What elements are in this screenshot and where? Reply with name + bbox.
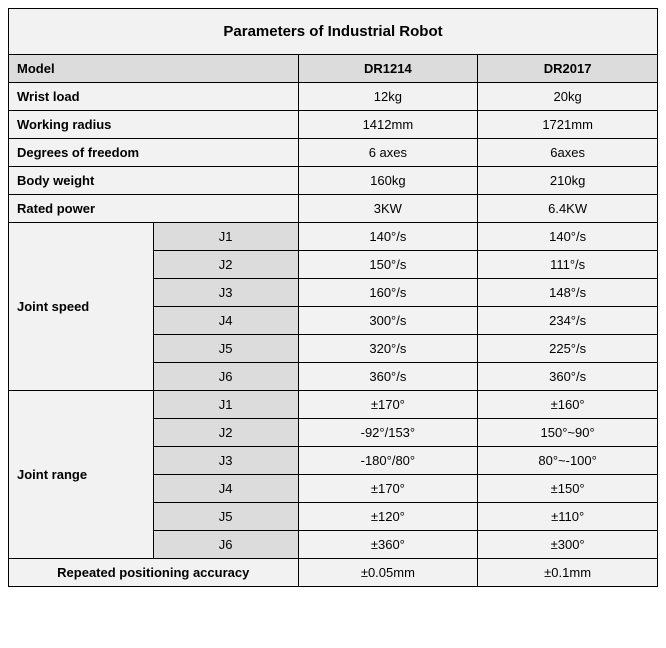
joint-range-value-model1: ±360° (298, 531, 478, 559)
joint-speed-joint: J5 (153, 335, 298, 363)
table-title: Parameters of Industrial Robot (9, 9, 658, 55)
joint-speed-value-model2: 111°/s (478, 251, 658, 279)
joint-range-value-model1: ±120° (298, 503, 478, 531)
row-label: Body weight (9, 167, 299, 195)
joint-speed-value-model1: 160°/s (298, 279, 478, 307)
joint-range-label: Joint range (9, 391, 154, 559)
joint-range-value-model1: -180°/80° (298, 447, 478, 475)
joint-range-joint: J1 (153, 391, 298, 419)
joint-range-joint: J6 (153, 531, 298, 559)
joint-range-value-model2: ±150° (478, 475, 658, 503)
row-label: Wrist load (9, 83, 299, 111)
joint-range-value-model2: 80°~-100° (478, 447, 658, 475)
joint-speed-value-model2: 225°/s (478, 335, 658, 363)
joint-range-value-model1: -92°/153° (298, 419, 478, 447)
row-value-model2: 6.4KW (478, 195, 658, 223)
row-value-model1: 3KW (298, 195, 478, 223)
title-row: Parameters of Industrial Robot (9, 9, 658, 55)
joint-speed-value-model1: 150°/s (298, 251, 478, 279)
joint-range-value-model2: 150°~90° (478, 419, 658, 447)
joint-range-value-model1: ±170° (298, 391, 478, 419)
row-label: Rated power (9, 195, 299, 223)
row-value-model2: 6axes (478, 139, 658, 167)
table-row: Degrees of freedom6 axes6axes (9, 139, 658, 167)
table-row: Body weight160kg210kg (9, 167, 658, 195)
row-value-model2: 20kg (478, 83, 658, 111)
row-label: Degrees of freedom (9, 139, 299, 167)
footer-label: Repeated positioning accuracy (9, 559, 299, 587)
joint-range-joint: J5 (153, 503, 298, 531)
joint-range-value-model2: ±160° (478, 391, 658, 419)
joint-range-joint: J4 (153, 475, 298, 503)
table-row: Joint rangeJ1±170°±160° (9, 391, 658, 419)
joint-speed-joint: J4 (153, 307, 298, 335)
header-model1: DR1214 (298, 55, 478, 83)
footer-row: Repeated positioning accuracy±0.05mm±0.1… (9, 559, 658, 587)
row-label: Working radius (9, 111, 299, 139)
joint-speed-value-model2: 234°/s (478, 307, 658, 335)
header-row: ModelDR1214DR2017 (9, 55, 658, 83)
parameters-table: Parameters of Industrial RobotModelDR121… (8, 8, 658, 587)
footer-value-model2: ±0.1mm (478, 559, 658, 587)
joint-range-value-model1: ±170° (298, 475, 478, 503)
joint-speed-value-model1: 300°/s (298, 307, 478, 335)
row-value-model1: 1412mm (298, 111, 478, 139)
row-value-model1: 160kg (298, 167, 478, 195)
table-row: Working radius1412mm1721mm (9, 111, 658, 139)
table-row: Joint speedJ1140°/s140°/s (9, 223, 658, 251)
joint-speed-value-model1: 320°/s (298, 335, 478, 363)
joint-speed-joint: J1 (153, 223, 298, 251)
joint-speed-joint: J2 (153, 251, 298, 279)
joint-range-value-model2: ±110° (478, 503, 658, 531)
joint-speed-value-model2: 140°/s (478, 223, 658, 251)
joint-range-joint: J3 (153, 447, 298, 475)
row-value-model2: 210kg (478, 167, 658, 195)
joint-range-value-model2: ±300° (478, 531, 658, 559)
header-model2: DR2017 (478, 55, 658, 83)
joint-speed-joint: J6 (153, 363, 298, 391)
footer-value-model1: ±0.05mm (298, 559, 478, 587)
joint-speed-value-model1: 360°/s (298, 363, 478, 391)
joint-range-joint: J2 (153, 419, 298, 447)
header-model-label: Model (9, 55, 299, 83)
row-value-model2: 1721mm (478, 111, 658, 139)
joint-speed-value-model2: 360°/s (478, 363, 658, 391)
joint-speed-value-model2: 148°/s (478, 279, 658, 307)
row-value-model1: 6 axes (298, 139, 478, 167)
joint-speed-value-model1: 140°/s (298, 223, 478, 251)
joint-speed-joint: J3 (153, 279, 298, 307)
row-value-model1: 12kg (298, 83, 478, 111)
joint-speed-label: Joint speed (9, 223, 154, 391)
table-row: Rated power3KW6.4KW (9, 195, 658, 223)
table-row: Wrist load12kg20kg (9, 83, 658, 111)
